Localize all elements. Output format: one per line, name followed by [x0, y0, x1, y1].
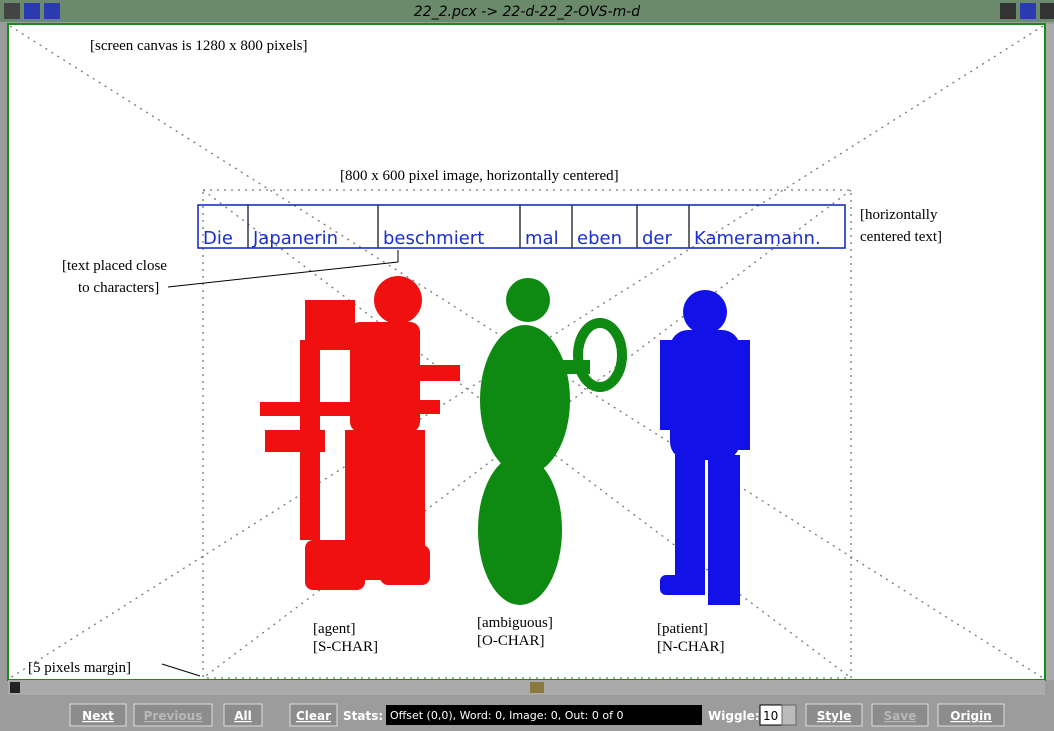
word: Japanerin [252, 228, 338, 249]
h-scrollbar[interactable] [8, 680, 1045, 695]
annotation: [horizontally [860, 207, 938, 223]
figure-char: [N-CHAR] [657, 639, 725, 655]
v-scrollbar[interactable] [1046, 24, 1054, 680]
button-label: Style [817, 709, 851, 723]
figure-role: [ambiguous] [477, 615, 553, 631]
stats-value: Offset (0,0), Word: 0, Image: 0, Out: 0 … [390, 709, 623, 722]
annotation: [screen canvas is 1280 x 800 pixels] [90, 38, 307, 54]
button-label: Save [884, 709, 917, 723]
annotation: to characters] [78, 280, 159, 296]
scroll-thumb[interactable] [530, 682, 544, 693]
figure-role: [agent] [313, 621, 355, 637]
button-label: Origin [950, 709, 991, 723]
word: Die [203, 228, 233, 249]
window-button[interactable] [1040, 3, 1054, 19]
figure-char: [O-CHAR] [477, 633, 545, 649]
button-label: Clear [296, 709, 331, 723]
figure-char: [S-CHAR] [313, 639, 378, 655]
toolbar: Next Previous All Clear Stats: Offset (0,0), … [70, 704, 1004, 726]
annotation: [text placed close [62, 258, 167, 274]
annotation: [800 x 600 pixel image, horizontally cen… [340, 168, 619, 184]
button-label: Previous [144, 709, 203, 723]
app-window: 22_2.pcx -> 22-d-22_2-OVS-m-d [screen ca… [0, 0, 1054, 731]
word: beschmiert [383, 228, 484, 249]
word: der [642, 228, 673, 249]
window-title: 22_2.pcx -> 22-d-22_2-OVS-m-d [414, 4, 641, 20]
button-label: Next [82, 709, 114, 723]
figure-role: [patient] [657, 621, 708, 637]
wiggle-label: Wiggle: [708, 709, 760, 723]
annotation: centered text] [860, 229, 942, 245]
spinner[interactable] [782, 705, 796, 725]
window-button[interactable] [1020, 3, 1036, 19]
word: Kameramann. [694, 228, 821, 249]
scroll-arrow[interactable] [10, 682, 20, 693]
word: mal [525, 228, 559, 249]
word: eben [577, 228, 622, 249]
window-button[interactable] [44, 3, 60, 19]
window-button[interactable] [24, 3, 40, 19]
window-icon[interactable] [4, 3, 20, 19]
wiggle-value: 10 [763, 709, 778, 723]
annotation: [5 pixels margin] [28, 660, 131, 676]
button-label: All [234, 709, 252, 723]
window-button[interactable] [1000, 3, 1016, 19]
stats-label: Stats: [343, 709, 383, 723]
